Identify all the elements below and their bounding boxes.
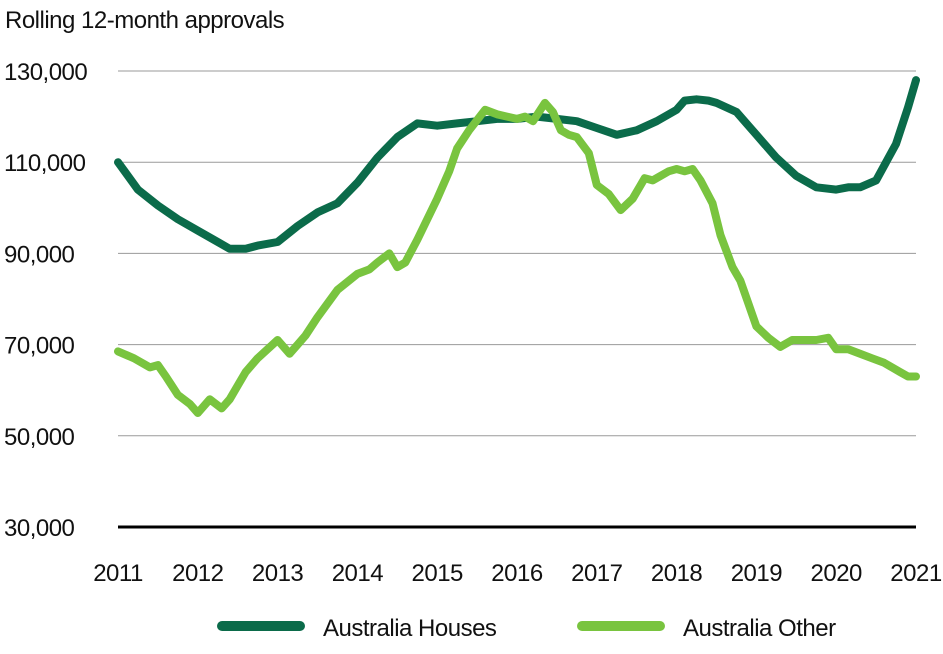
y-tick-label: 50,000 [4,424,75,451]
legend: Australia Houses Australia Other [217,615,837,642]
series-line-australia-other [114,98,920,417]
series-layer [114,76,920,417]
y-axis-ticks: 130,000 110,000 90,000 70,000 50,000 30,000 [4,59,88,542]
x-tick-label: 2018 [651,560,703,587]
x-tick-label: 2011 [93,560,143,587]
y-axis-title: Rolling 12-month approvals [5,7,285,34]
legend-item: Australia Other [577,615,837,642]
x-tick-label: 2019 [731,560,783,587]
y-tick-label: 110,000 [4,150,86,177]
legend-label: Australia Houses [323,615,497,642]
y-tick-label: 90,000 [4,241,75,268]
y-tick-label: 30,000 [4,515,75,542]
x-tick-label: 2015 [412,560,464,587]
x-tick-label: 2020 [811,560,863,587]
y-tick-label: 130,000 [4,59,87,86]
x-tick-label: 2017 [571,560,623,587]
legend-label: Australia Other [683,615,836,642]
x-tick-label: 2021 [890,560,942,587]
x-tick-label: 2016 [491,560,543,587]
gridlines [118,70,916,529]
legend-item: Australia Houses [217,615,497,642]
x-tick-label: 2014 [332,560,384,587]
x-tick-label: 2013 [252,560,304,587]
x-axis-ticks: 2011 2012 2013 2014 2015 2016 2017 2018 2019 2020… [93,560,942,587]
y-tick-label: 70,000 [4,333,75,360]
series-line-australia-houses [114,76,920,253]
x-tick-label: 2012 [172,560,224,587]
